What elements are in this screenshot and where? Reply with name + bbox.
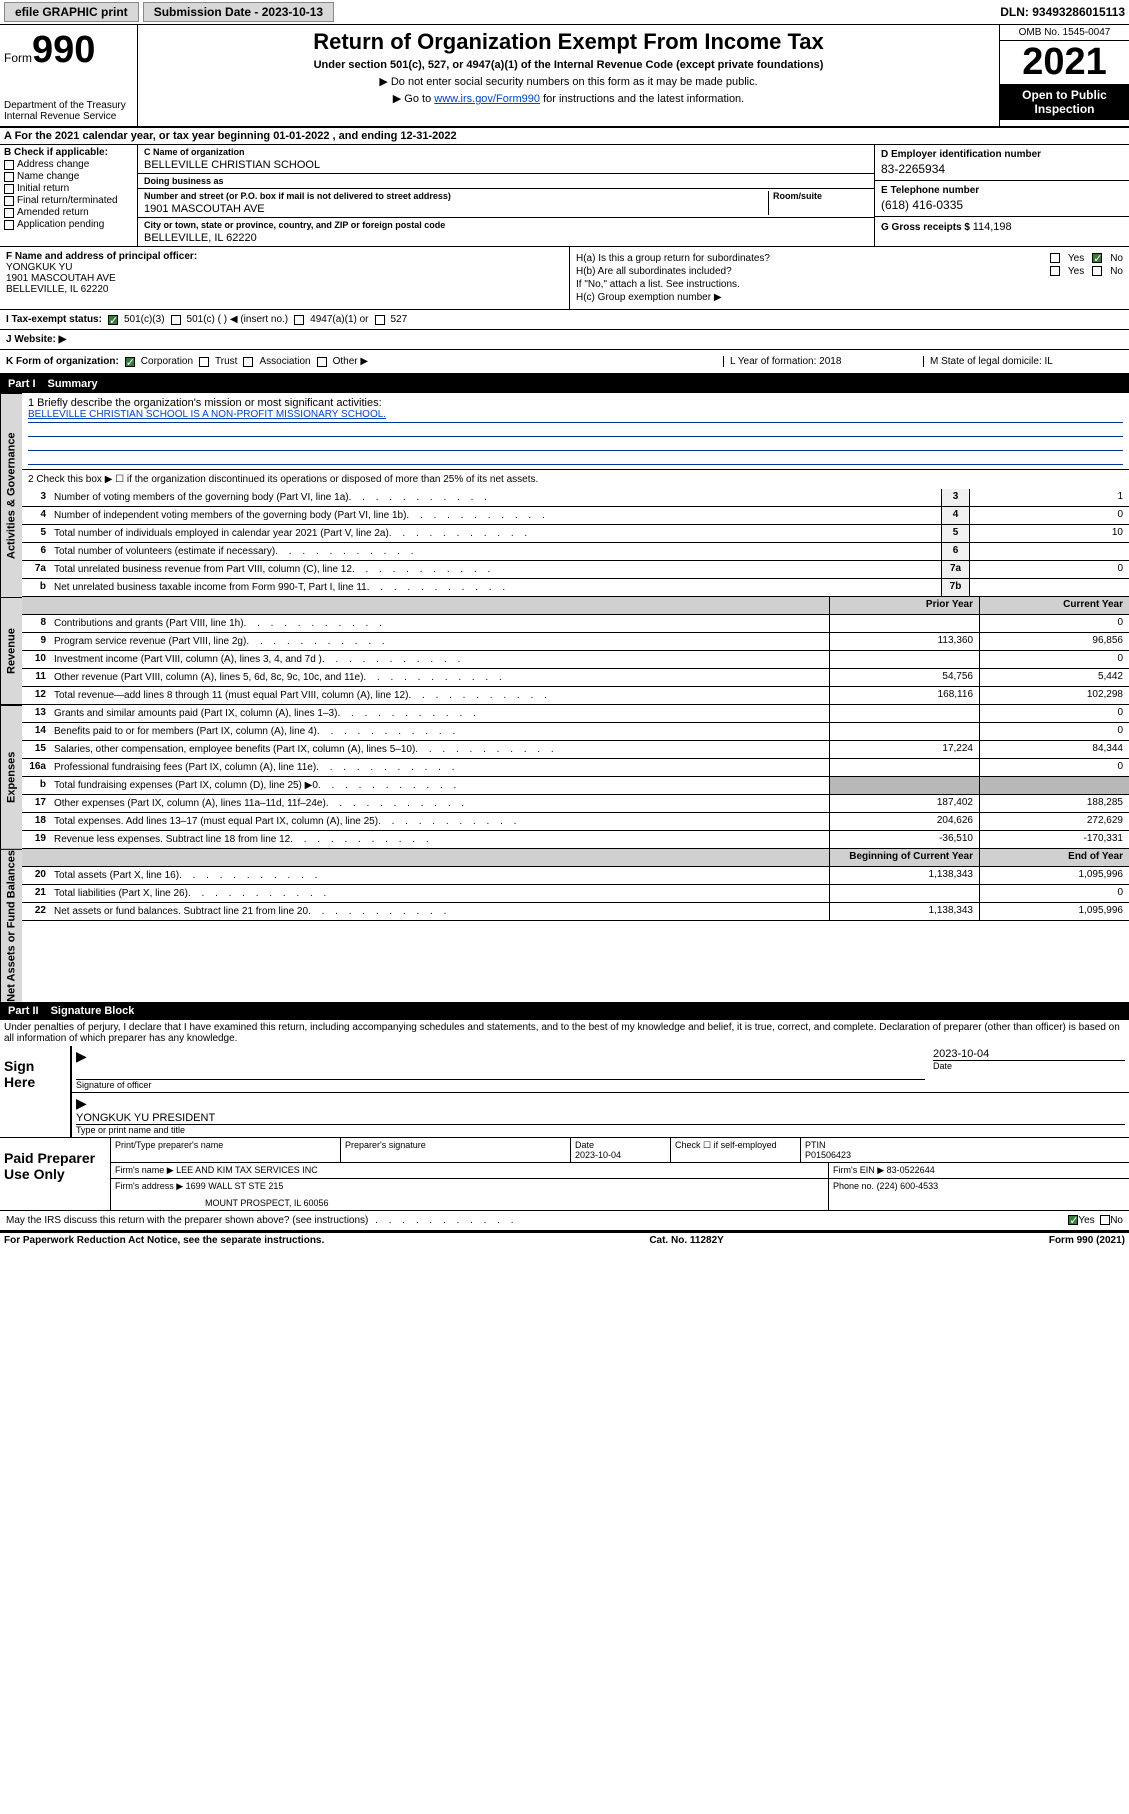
- table-row: bTotal fundraising expenses (Part IX, co…: [22, 777, 1129, 795]
- table-row: 20Total assets (Part X, line 16)1,138,34…: [22, 867, 1129, 885]
- mission-block: 1 Briefly describe the organization's mi…: [22, 393, 1129, 470]
- part1-header: Part I Summary: [0, 375, 1129, 393]
- paid-preparer-row: Paid Preparer Use Only Print/Type prepar…: [0, 1138, 1129, 1211]
- form-number-box: Form990 Department of the Treasury Inter…: [0, 25, 138, 126]
- col-h-group: H(a) Is this a group return for subordin…: [569, 247, 1129, 309]
- declaration: Under penalties of perjury, I declare th…: [0, 1020, 1129, 1046]
- header-right: OMB No. 1545-0047 2021 Open to Public In…: [999, 25, 1129, 126]
- table-row: 4Number of independent voting members of…: [22, 507, 1129, 525]
- side-governance: Activities & Governance: [0, 393, 22, 597]
- table-row: 14Benefits paid to or for members (Part …: [22, 723, 1129, 741]
- footer: For Paperwork Reduction Act Notice, see …: [0, 1232, 1129, 1248]
- row-k-form-org: K Form of organization: Corporation Trus…: [0, 350, 1129, 375]
- row-a-tax-year: A For the 2021 calendar year, or tax yea…: [0, 128, 1129, 145]
- row-i-tax-status: I Tax-exempt status: 501(c)(3) 501(c) ( …: [0, 310, 1129, 330]
- table-row: 10Investment income (Part VIII, column (…: [22, 651, 1129, 669]
- table-row: 5Total number of individuals employed in…: [22, 525, 1129, 543]
- table-row: 17Other expenses (Part IX, column (A), l…: [22, 795, 1129, 813]
- col-d-e-g: D Employer identification number 83-2265…: [874, 145, 1129, 246]
- topbar: efile GRAPHIC print Submission Date - 20…: [0, 0, 1129, 25]
- row-j-website: J Website: ▶: [0, 330, 1129, 350]
- part2-header: Part II Signature Block: [0, 1002, 1129, 1020]
- col-f-officer: F Name and address of principal officer:…: [0, 247, 569, 309]
- table-row: 22Net assets or fund balances. Subtract …: [22, 903, 1129, 921]
- table-row: 3Number of voting members of the governi…: [22, 489, 1129, 507]
- table-row: bNet unrelated business taxable income f…: [22, 579, 1129, 597]
- submission-date: Submission Date - 2023-10-13: [143, 2, 334, 22]
- sign-here-row: Sign Here ▶ Signature of officer 2023-10…: [0, 1046, 1129, 1138]
- col-b-checkboxes: B Check if applicable: Address change Na…: [0, 145, 138, 246]
- table-row: 16aProfessional fundraising fees (Part I…: [22, 759, 1129, 777]
- table-row: 18Total expenses. Add lines 13–17 (must …: [22, 813, 1129, 831]
- hdr-prior-current: Prior Year Current Year: [22, 597, 1129, 615]
- side-revenue: Revenue: [0, 597, 22, 705]
- irs-link[interactable]: www.irs.gov/Form990: [434, 93, 540, 105]
- table-row: 15Salaries, other compensation, employee…: [22, 741, 1129, 759]
- efile-btn[interactable]: efile GRAPHIC print: [4, 2, 139, 22]
- header-title: Return of Organization Exempt From Incom…: [138, 25, 999, 126]
- table-row: 8Contributions and grants (Part VIII, li…: [22, 615, 1129, 633]
- table-row: 12Total revenue—add lines 8 through 11 (…: [22, 687, 1129, 705]
- table-row: 6Total number of volunteers (estimate if…: [22, 543, 1129, 561]
- hdr-beg-end: Beginning of Current Year End of Year: [22, 849, 1129, 867]
- table-row: 13Grants and similar amounts paid (Part …: [22, 705, 1129, 723]
- table-row: 7aTotal unrelated business revenue from …: [22, 561, 1129, 579]
- form-header: Form990 Department of the Treasury Inter…: [0, 25, 1129, 128]
- dln: DLN: 93493286015113: [1000, 5, 1125, 19]
- side-expenses: Expenses: [0, 705, 22, 849]
- line-2: 2 Check this box ▶ ☐ if the organization…: [22, 470, 1129, 489]
- table-row: 11Other revenue (Part VIII, column (A), …: [22, 669, 1129, 687]
- table-row: 9Program service revenue (Part VIII, lin…: [22, 633, 1129, 651]
- table-row: 19Revenue less expenses. Subtract line 1…: [22, 831, 1129, 849]
- table-row: 21Total liabilities (Part X, line 26)0: [22, 885, 1129, 903]
- side-net-assets: Net Assets or Fund Balances: [0, 849, 22, 1002]
- discuss-row: May the IRS discuss this return with the…: [0, 1211, 1129, 1232]
- col-c-org-info: C Name of organization BELLEVILLE CHRIST…: [138, 145, 874, 246]
